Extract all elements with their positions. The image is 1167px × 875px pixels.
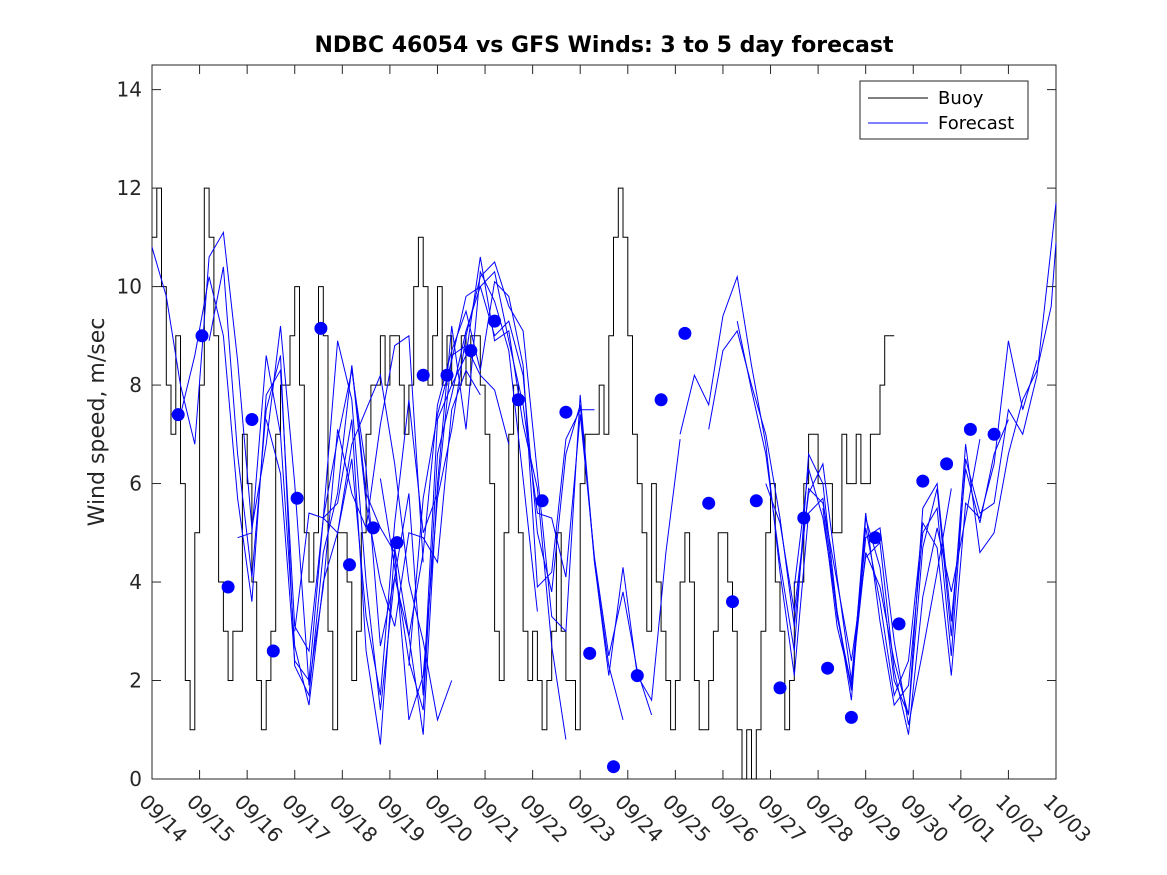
y-tick-label: 12 <box>117 176 142 200</box>
forecast-marker <box>630 669 644 683</box>
forecast-marker <box>797 511 811 525</box>
forecast-marker <box>440 368 454 382</box>
chart-title: NDBC 46054 vs GFS Winds: 3 to 5 day fore… <box>315 33 894 58</box>
forecast-marker <box>916 474 930 488</box>
forecast-marker <box>559 405 573 419</box>
y-tick-label: 6 <box>129 472 142 496</box>
forecast-marker <box>343 558 356 572</box>
buoy-series <box>152 187 895 780</box>
plot-area: 0246810121409/1409/1509/1609/1709/1809/1… <box>117 64 1096 847</box>
forecast-marker <box>678 326 692 340</box>
forecast-marker <box>892 617 906 631</box>
forecast-marker <box>488 314 502 328</box>
legend-box <box>859 80 1029 140</box>
forecast-marker <box>726 595 739 609</box>
forecast-line-11 <box>708 329 981 735</box>
forecast-marker <box>266 644 280 658</box>
legend-forecast-label: Forecast <box>938 113 1014 134</box>
forecast-marker <box>366 521 380 535</box>
forecast-marker <box>245 413 259 426</box>
forecast-markers <box>171 314 1001 774</box>
y-axis-label: Wind speed, m/sec <box>85 318 110 527</box>
forecast-marker <box>963 422 977 436</box>
forecast-marker <box>416 368 430 382</box>
forecast-line-0 <box>151 230 424 686</box>
y-tick-label: 2 <box>129 669 142 693</box>
legend-buoy-label: Buoy <box>938 88 984 109</box>
y-tick-label: 10 <box>117 275 142 299</box>
forecast-marker <box>171 408 185 422</box>
buoy-line <box>152 187 895 780</box>
y-tick-label: 0 <box>129 767 142 791</box>
forecast-line-10 <box>679 274 952 725</box>
forecast-marker <box>511 393 525 407</box>
forecast-marker <box>535 494 549 508</box>
forecast-line-13 <box>765 340 1038 698</box>
forecast-marker <box>844 710 858 724</box>
forecast-marker <box>583 646 597 660</box>
forecast-marker <box>940 457 954 471</box>
forecast-line-8 <box>379 270 653 716</box>
forecast-line-5 <box>294 256 567 740</box>
y-tick-label: 14 <box>117 78 142 102</box>
forecast-line-9 <box>408 285 681 702</box>
forecast-marker <box>702 496 716 510</box>
forecast-marker <box>314 321 328 335</box>
forecast-line-15 <box>822 242 1057 716</box>
legend: Buoy Forecast <box>859 80 1029 140</box>
y-tick-label: 8 <box>129 373 142 397</box>
forecast-line-2 <box>208 266 481 698</box>
forecast-marker <box>654 393 668 407</box>
forecast-marker <box>773 681 787 695</box>
forecast-marker <box>868 531 882 545</box>
forecast-marker <box>464 344 478 358</box>
forecast-marker <box>607 760 620 774</box>
forecast-marker <box>195 329 209 343</box>
forecast-marker <box>821 661 835 675</box>
forecast-marker <box>987 427 1001 441</box>
forecast-marker <box>221 580 235 594</box>
forecast-marker <box>290 491 304 505</box>
forecast-line-14 <box>793 202 1057 707</box>
forecast-line-1 <box>180 276 453 722</box>
forecast-marker <box>390 536 404 550</box>
forecast-marker <box>749 494 763 508</box>
forecast-series <box>151 202 1057 745</box>
y-tick-label: 4 <box>129 570 142 594</box>
forecast-line-3 <box>237 344 510 706</box>
